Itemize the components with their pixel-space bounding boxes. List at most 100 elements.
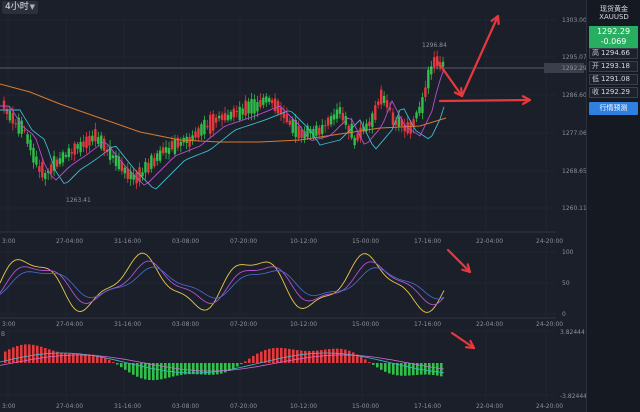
quote-label: 高 <box>592 49 599 57</box>
candle-body <box>250 99 253 114</box>
candle-body <box>285 114 289 123</box>
macd-bar <box>88 354 91 363</box>
candle-body <box>273 98 277 112</box>
candle-body <box>418 106 421 114</box>
macd-bar <box>372 363 375 365</box>
macd-bar <box>40 346 43 363</box>
macd-bar <box>432 363 435 376</box>
macd-bar <box>244 361 247 363</box>
macd-bar <box>340 348 343 363</box>
time-axis-label: 3:00 <box>2 403 16 410</box>
quote-label: 开 <box>592 62 599 70</box>
macd-bar <box>344 349 347 363</box>
candle-body <box>244 100 247 116</box>
arrow-right <box>438 98 532 103</box>
candle-body <box>374 105 377 120</box>
macd-bar <box>380 363 383 370</box>
current-price-box: 1292.29 -0.069 <box>589 26 638 48</box>
macd-bar <box>168 363 171 378</box>
quote-value: 1294.66 <box>601 49 630 57</box>
candle-body <box>176 137 180 148</box>
macd-bar <box>184 363 187 375</box>
macd-bar <box>116 363 119 365</box>
candle-body <box>2 100 6 109</box>
macd-bar <box>200 363 203 375</box>
candle-body <box>232 108 236 118</box>
candle-body <box>20 120 23 134</box>
time-axis-label: 24-20:00 <box>536 403 563 410</box>
quote-value: 1293.18 <box>601 62 630 70</box>
macd-bar <box>44 348 47 363</box>
signal-line <box>0 354 445 372</box>
time-axis-label: 27-04:00 <box>56 321 83 328</box>
candle-body <box>197 128 200 138</box>
macd-panel[interactable] <box>0 344 445 381</box>
candle-body <box>338 107 342 114</box>
axis-labels: 1303.00 1295.07 1286.60 1277.06 1268.65 1260.… <box>1 17 586 410</box>
chart-area[interactable]: 1292.29 1296.84 1263.41 1303.00 1295.07 1286… <box>0 0 586 412</box>
candle-body <box>14 123 17 125</box>
macd-axis-label: -3.82444 <box>560 393 586 400</box>
macd-bar <box>284 348 287 363</box>
macd-bar <box>424 363 427 375</box>
chevron-down-icon: ▼ <box>29 3 35 11</box>
time-axis-label: 24-20:00 <box>536 321 563 328</box>
candle-body <box>97 137 100 144</box>
macd-bar <box>156 363 159 380</box>
macd-bar <box>136 363 139 377</box>
macd-bar <box>320 350 323 363</box>
osc-purple-line <box>0 260 445 306</box>
osc-axis-label: 50 <box>562 280 570 287</box>
candle-body <box>44 173 47 179</box>
candle-body <box>441 61 445 67</box>
candle-body <box>67 148 71 158</box>
macd-bar <box>72 353 75 363</box>
candle-body <box>303 131 306 139</box>
candle-body <box>241 108 244 115</box>
candle-body <box>306 125 309 137</box>
candle-body <box>102 138 106 151</box>
candle-body <box>288 120 292 125</box>
macd-bar <box>196 363 199 375</box>
timeframe-dropdown[interactable]: 4小时 ▼ <box>2 1 38 14</box>
candle-body <box>191 135 194 141</box>
candle-body <box>209 114 212 134</box>
arrow-macd-down-head <box>464 339 476 350</box>
macd-bar <box>256 353 259 363</box>
macd-bar <box>108 359 111 363</box>
candle-body <box>49 164 53 174</box>
arrow-up-head <box>490 14 500 26</box>
candle-body <box>120 161 124 172</box>
price-panel[interactable]: 1292.29 1296.84 1263.41 <box>0 42 586 204</box>
macd-bar <box>236 363 239 367</box>
macd-bar <box>332 348 335 363</box>
price-axis-label: 1286.60 <box>562 92 586 99</box>
quote-row-high: 高 1294.66 <box>589 48 638 59</box>
time-axis-label: 17-16:00 <box>414 238 441 245</box>
oscillator-panel[interactable] <box>0 252 445 313</box>
macd-bar <box>160 363 163 380</box>
macd-bar <box>120 363 123 368</box>
price-change: -0.069 <box>600 37 627 46</box>
candle-body <box>26 134 29 144</box>
quote-label: 收 <box>592 88 599 96</box>
candle-body <box>23 130 26 132</box>
forecast-button[interactable]: 行情预测 <box>589 102 638 115</box>
macd-bar <box>172 363 175 377</box>
candle-body <box>362 126 365 132</box>
candle-body <box>353 137 356 146</box>
candle-body <box>194 131 197 138</box>
macd-bar <box>104 357 107 363</box>
candle-body <box>203 119 206 135</box>
candle-body <box>188 136 191 147</box>
candle-body <box>433 57 436 68</box>
candle-body <box>238 106 241 120</box>
candle-body <box>52 156 56 171</box>
candle-body <box>226 114 230 121</box>
instrument-name: 现货黄金 <box>600 5 628 13</box>
candle-body <box>415 112 418 119</box>
candle-body <box>64 154 68 157</box>
quote-sidebar: 现货黄金 XAUUSD 1292.29 -0.069 高 1294.66 开 129… <box>586 0 640 412</box>
osc-yellow-line <box>0 252 445 313</box>
candle-body <box>253 99 256 114</box>
